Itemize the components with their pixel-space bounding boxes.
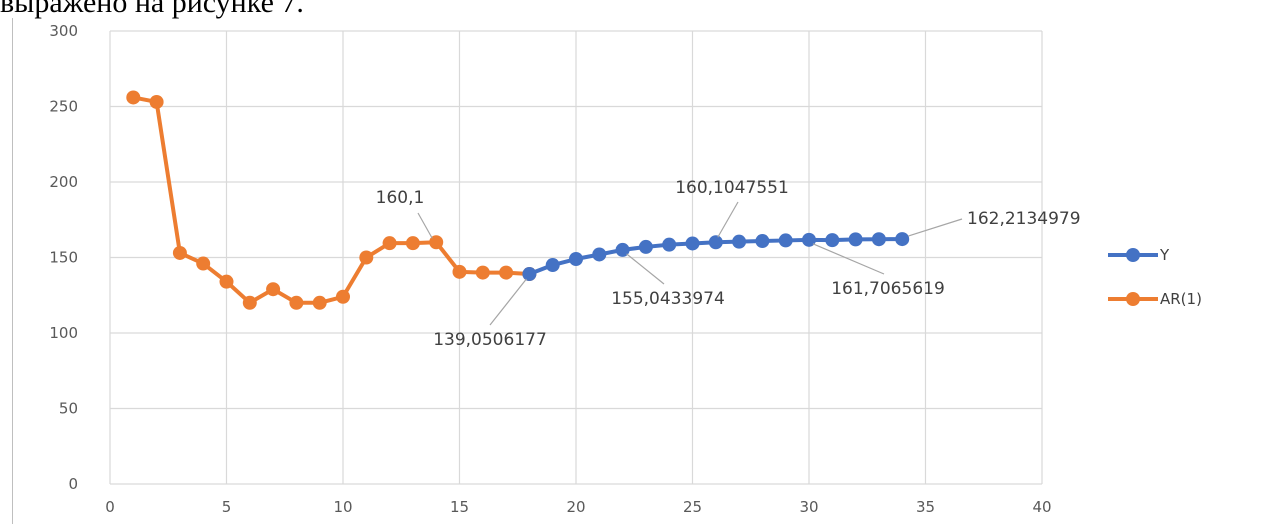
y-tick-label: 200 bbox=[49, 173, 78, 191]
chart-frame bbox=[12, 18, 1271, 524]
x-tick-label: 15 bbox=[450, 498, 469, 516]
legend-swatch-marker bbox=[1126, 292, 1140, 306]
page-caption: выражено на рисунке 7. bbox=[0, 0, 304, 19]
data-point bbox=[499, 265, 514, 280]
data-point bbox=[545, 258, 560, 273]
data-point bbox=[242, 295, 257, 310]
data-label: 161,7065619 bbox=[831, 279, 945, 299]
series-y bbox=[522, 232, 910, 282]
data-point bbox=[825, 233, 840, 248]
data-point bbox=[289, 295, 304, 310]
data-point bbox=[149, 94, 164, 109]
data-label: 139,0506177 bbox=[433, 330, 547, 350]
data-point bbox=[336, 289, 350, 304]
data-label: 162,2134979 bbox=[967, 209, 1081, 229]
x-tick-label: 35 bbox=[916, 498, 935, 516]
annotation-leader bbox=[489, 278, 527, 326]
y-tick-label: 250 bbox=[49, 98, 78, 116]
x-tick-label: 5 bbox=[222, 498, 232, 516]
annotation-leader bbox=[908, 218, 963, 237]
y-tick-label: 300 bbox=[49, 22, 78, 40]
data-point bbox=[429, 235, 444, 250]
annotation-leader bbox=[717, 201, 739, 238]
data-point bbox=[615, 242, 630, 257]
data-point bbox=[755, 234, 770, 249]
series-line bbox=[132, 95, 530, 305]
annotation-leader bbox=[626, 253, 665, 285]
data-point bbox=[662, 237, 677, 252]
data-point bbox=[778, 233, 793, 248]
y-tick-label: 150 bbox=[49, 249, 78, 267]
data-point bbox=[638, 239, 653, 254]
data-point bbox=[126, 90, 141, 105]
data-point bbox=[708, 235, 723, 250]
x-tick-label: 20 bbox=[566, 498, 585, 516]
data-point bbox=[475, 265, 490, 280]
legend: Y AR(1) bbox=[1108, 246, 1202, 308]
data-point bbox=[685, 236, 700, 251]
data-label: 160,1047551 bbox=[675, 178, 789, 198]
data-label: 160,1 bbox=[376, 188, 425, 208]
legend-swatch-marker bbox=[1126, 248, 1140, 262]
data-point bbox=[312, 295, 327, 310]
data-point bbox=[802, 232, 816, 247]
y-tick-label: 100 bbox=[49, 324, 78, 342]
legend-entry: AR(1) bbox=[1160, 290, 1202, 308]
data-point bbox=[452, 264, 467, 279]
y-axis-ticks: 0 50 100 150 200 250 300 bbox=[49, 22, 78, 493]
data-point bbox=[522, 267, 537, 282]
data-point bbox=[219, 274, 234, 289]
x-tick-label: 25 bbox=[683, 498, 702, 516]
data-point bbox=[871, 232, 886, 247]
data-point bbox=[732, 234, 747, 249]
data-point bbox=[196, 256, 211, 271]
annotation-layer: 160,1 139,0506177 155,0433974 160,1047551 16… bbox=[376, 178, 1081, 350]
y-tick-label: 50 bbox=[59, 400, 78, 418]
data-point bbox=[848, 232, 863, 247]
data-label: 155,0433974 bbox=[611, 289, 725, 309]
annotation-leader bbox=[812, 243, 885, 275]
series-ar1 bbox=[126, 90, 537, 310]
x-tick-label: 0 bbox=[105, 498, 115, 516]
legend-entry: Y bbox=[1159, 246, 1170, 264]
data-point bbox=[266, 282, 281, 297]
data-point bbox=[592, 247, 607, 262]
data-point bbox=[569, 252, 583, 267]
data-point bbox=[359, 250, 374, 265]
series-layer bbox=[126, 90, 910, 310]
x-axis-ticks: 0 5 10 15 20 25 30 35 40 bbox=[105, 498, 1051, 516]
y-tick-label: 0 bbox=[68, 475, 78, 493]
x-tick-label: 30 bbox=[799, 498, 818, 516]
data-point bbox=[172, 245, 187, 260]
annotation-leader bbox=[417, 212, 433, 239]
x-tick-label: 10 bbox=[333, 498, 352, 516]
data-point bbox=[895, 232, 910, 247]
x-tick-label: 40 bbox=[1032, 498, 1051, 516]
data-point bbox=[405, 236, 420, 251]
data-point bbox=[382, 236, 397, 251]
